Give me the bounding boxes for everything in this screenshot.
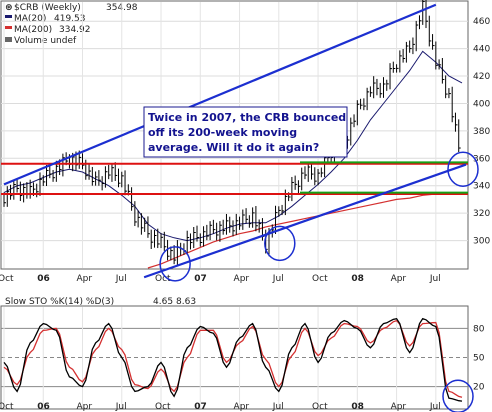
ma200-line: [147, 192, 462, 269]
legend-ma20-label: MA(20): [14, 14, 46, 24]
stochastic-x-tick: 08: [351, 402, 364, 412]
stochastic-x-tick: Oct: [0, 402, 14, 412]
annotation-box-bg: [143, 106, 348, 158]
price-x-tick: Oct: [312, 274, 328, 284]
price-y-tick: 360: [473, 154, 490, 164]
stochastic-x-tick: Oct: [155, 402, 171, 412]
upper-trend-channel: [3, 3, 437, 186]
price-x-tick: Apr: [77, 274, 93, 284]
legend-ma200-label: MA(200): [14, 25, 52, 35]
annotation-line-1: Twice in 2007, the CRB bounced: [148, 111, 346, 124]
legend-volume-swatch: [5, 37, 12, 42]
price-x-tick: Oct: [0, 274, 14, 284]
price-y-axis: 300 320 340 360 380 400 420 440 460: [473, 17, 490, 246]
price-x-tick: 07: [194, 274, 207, 284]
stochastic-y-tick: 50: [473, 354, 485, 364]
highlight-circle: [264, 225, 296, 262]
price-x-tick: Oct: [155, 274, 171, 284]
price-y-tick: 380: [473, 127, 490, 137]
stochastic-label: Slow STO %K(14) %D(3): [5, 297, 114, 307]
stochastic-x-tick: Apr: [391, 402, 407, 412]
stochastic-x-tick: 07: [194, 402, 207, 412]
price-x-tick: Apr: [391, 274, 407, 284]
legend-ma200-swatch: [5, 26, 12, 29]
price-y-tick: 340: [473, 182, 490, 192]
stochastic-x-axis: Oct 06 Apr Jul Oct 07 Apr Jul Oct 08 Apr Jul: [0, 402, 441, 412]
stochastic-x-tick: Jul: [429, 402, 441, 412]
stochastic-circle: [442, 379, 474, 412]
circles-layer: [159, 151, 479, 282]
stochastic-x-tick: Oct: [312, 402, 328, 412]
stochastic-x-tick: Apr: [234, 402, 250, 412]
stochastic-y-tick: 20: [473, 383, 485, 393]
stochastic-y-tick: 80: [473, 324, 485, 334]
stochastic-highlight-circle: [442, 379, 474, 412]
stochastic-header: Slow STO %K(14) %D(3) 4.65 8.63: [5, 297, 196, 307]
highlight-circle: [159, 246, 191, 282]
price-y-tick: 400: [473, 99, 490, 109]
ma200-layer: [147, 192, 462, 269]
price-y-tick: 440: [473, 45, 490, 55]
stochastic-x-tick: Jul: [115, 402, 127, 412]
legend-volume-label: Volume undef: [14, 36, 77, 46]
stochastic-y-axis: 20 50 80: [473, 324, 485, 392]
price-y-tick: 320: [473, 209, 490, 219]
annotation-lines: [1, 3, 468, 279]
stochastic-lines: [3, 317, 463, 402]
price-x-tick: 06: [37, 274, 50, 284]
price-y-tick: 420: [473, 72, 490, 82]
stochastic-k-line: [3, 317, 463, 402]
stochastic-k-value: 4.65: [153, 297, 173, 307]
price-y-tick: 300: [473, 237, 490, 247]
price-x-tick: 08: [351, 274, 364, 284]
annotation-box: Twice in 2007, the CRB bounced off its 2…: [143, 106, 348, 158]
legend-ma20-swatch: [5, 15, 12, 18]
price-x-tick: Jul: [115, 274, 127, 284]
price-x-tick: Apr: [234, 274, 250, 284]
price-y-tick: 460: [473, 17, 490, 27]
stochastic-x-tick: Jul: [272, 402, 284, 412]
highlight-circle: [447, 151, 479, 188]
annotation-line-3: average. Will it do it again?: [148, 141, 319, 154]
symbol-label: $CRB (Weekly): [14, 3, 81, 13]
stochastic-grid: [1, 307, 468, 408]
stochastic-x-tick: 06: [37, 402, 50, 412]
legend-ma20-value: 419.53: [54, 14, 86, 24]
price-x-tick: Jul: [429, 274, 441, 284]
lower-trend-channel: [143, 163, 467, 279]
annotation-line-2: off its 200-week moving: [148, 126, 297, 139]
stochastic-x-tick: Apr: [77, 402, 93, 412]
chart-logo-icon: ⊛: [5, 3, 13, 13]
price-x-tick: Jul: [272, 274, 284, 284]
stochastic-d-value: 8.63: [176, 297, 196, 307]
legend-ma200-value: 334.92: [59, 25, 91, 35]
price-x-axis: Oct 06 Apr Jul Oct 07 Apr Jul Oct 08 Apr Jul: [0, 274, 441, 284]
